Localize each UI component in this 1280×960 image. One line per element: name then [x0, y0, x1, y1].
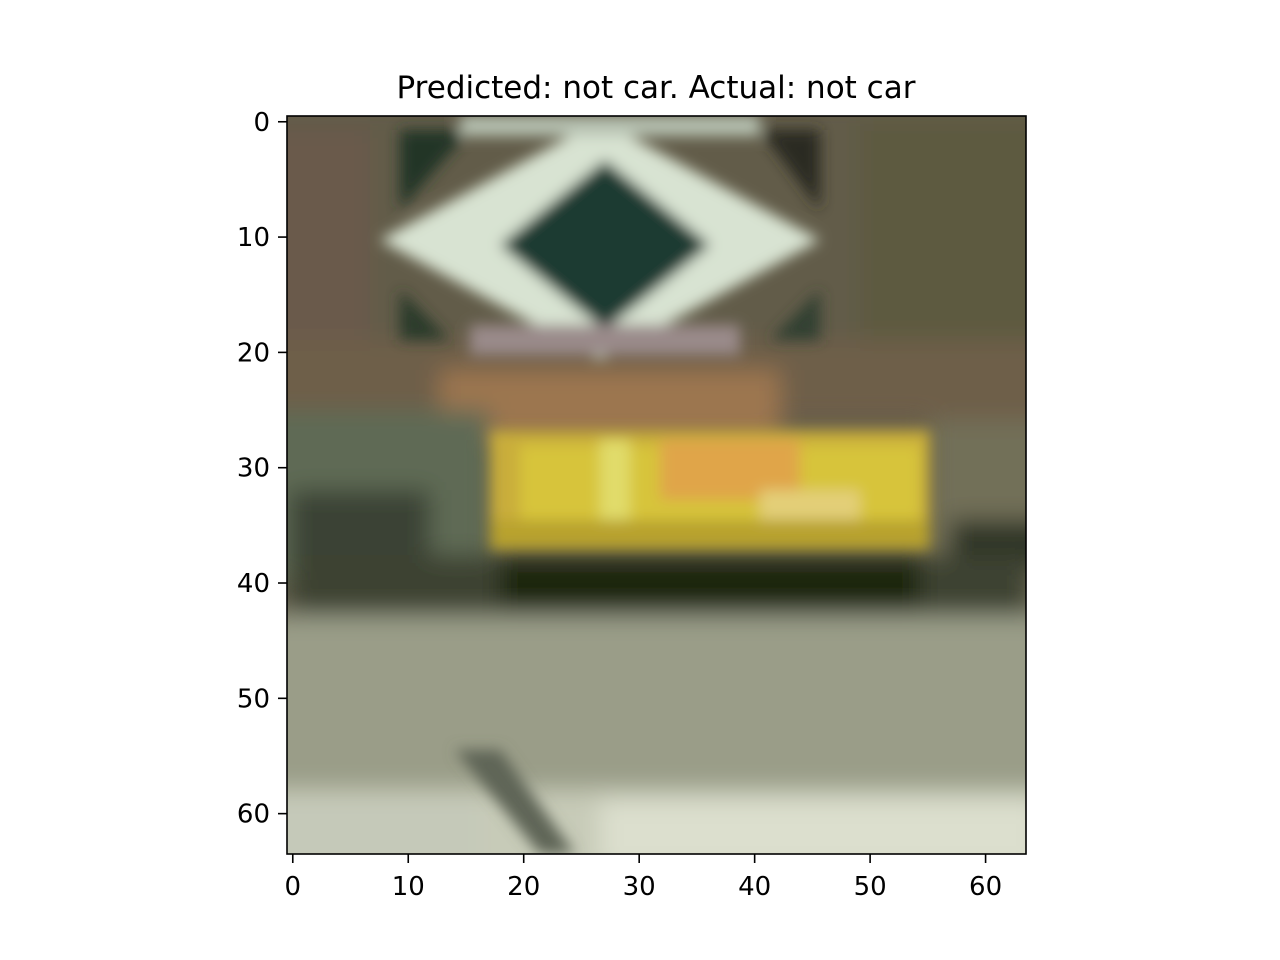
x-tick-label: 0	[285, 872, 302, 902]
x-tick-label: 40	[738, 872, 771, 902]
x-tick-label: 30	[623, 872, 656, 902]
y-tick-label: 40	[237, 569, 270, 599]
y-tick-label: 50	[237, 684, 270, 714]
x-axis: 0 10 20 30 40 50 60	[285, 854, 1002, 902]
image-patch	[287, 116, 1026, 854]
x-tick-label: 50	[854, 872, 887, 902]
y-tick-label: 20	[237, 338, 270, 368]
y-tick-label: 60	[237, 800, 270, 830]
axes-frame	[286, 115, 1027, 855]
y-axis: 0 10 20 30 40 50 60	[237, 108, 287, 830]
x-tick-label: 60	[969, 872, 1002, 902]
y-tick-label: 0	[253, 108, 270, 138]
x-tick-label: 20	[507, 872, 540, 902]
x-tick-label: 10	[392, 872, 425, 902]
plot-title: Predicted: not car. Actual: not car	[397, 70, 916, 106]
y-tick-label: 10	[237, 223, 270, 253]
y-tick-label: 30	[237, 454, 270, 484]
